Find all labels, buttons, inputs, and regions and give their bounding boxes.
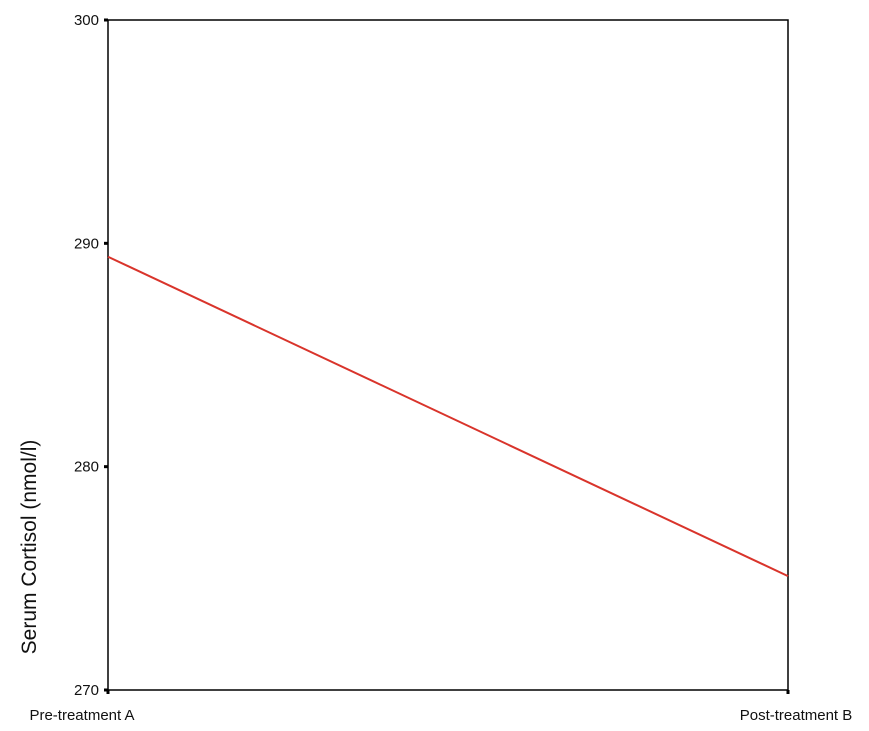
x-tick-label: Pre-treatment A [29,707,134,724]
x-tick-label: Post-treatment B [740,707,853,724]
y-tick-label: 300 [74,12,99,29]
plot-frame [107,19,789,691]
y-tick-label: 290 [74,235,99,252]
x-axis-ticks: Pre-treatment A Post-treatment B [29,690,852,724]
y-axis-title: Serum Cortisol (nmol/l) [18,440,41,655]
y-axis-ticks: 270 280 290 300 [74,12,108,699]
series-line [107,255,789,578]
series-group [107,255,789,578]
y-tick-label: 280 [74,459,99,476]
y-tick-label: 270 [74,682,99,699]
